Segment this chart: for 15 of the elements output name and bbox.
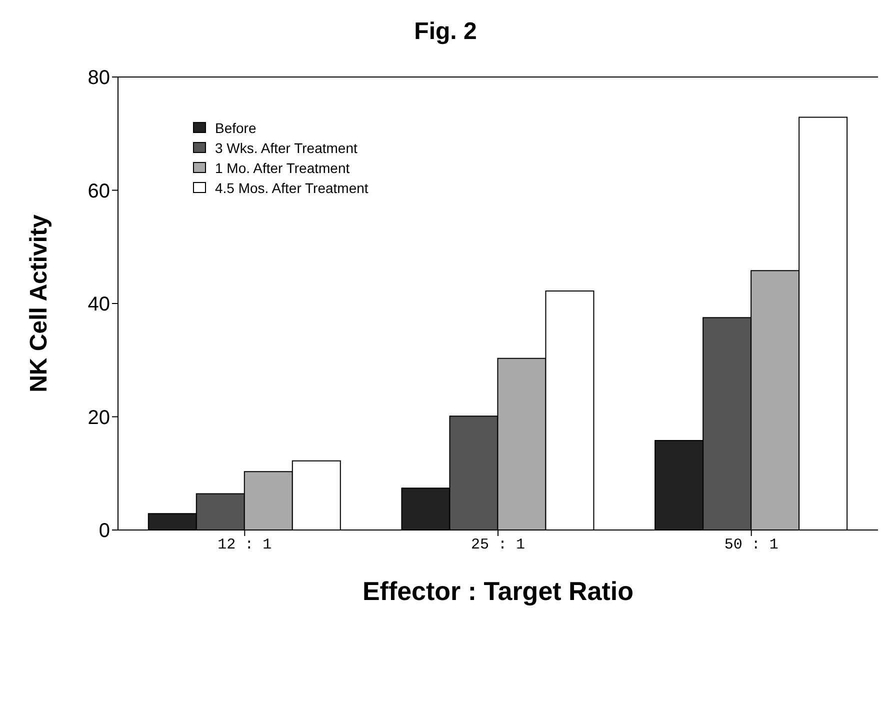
x-axis-title: Effector : Target Ratio bbox=[362, 576, 634, 606]
y-tick-label: 80 bbox=[88, 67, 110, 90]
y-tick-label: 20 bbox=[88, 406, 110, 429]
y-tick-label: 60 bbox=[88, 180, 110, 202]
y-axis-title: NK Cell Activity bbox=[26, 214, 53, 392]
x-tick-label: 12 : 1 bbox=[218, 536, 272, 554]
legend-label: 3 Wks. After Treatment bbox=[215, 140, 358, 156]
legend-label: 4.5 Mos. After Treatment bbox=[215, 180, 368, 196]
legend-label: Before bbox=[215, 120, 256, 136]
y-tick-label: 40 bbox=[88, 294, 110, 316]
x-tick-label: 50 : 1 bbox=[724, 536, 778, 554]
x-tick-label: 25 : 1 bbox=[470, 536, 526, 554]
y-tick-label: 0 bbox=[98, 520, 110, 542]
legend-label: 1 Mo. After Treatment bbox=[215, 160, 350, 176]
chart-title: Fig. 2 bbox=[413, 18, 478, 46]
